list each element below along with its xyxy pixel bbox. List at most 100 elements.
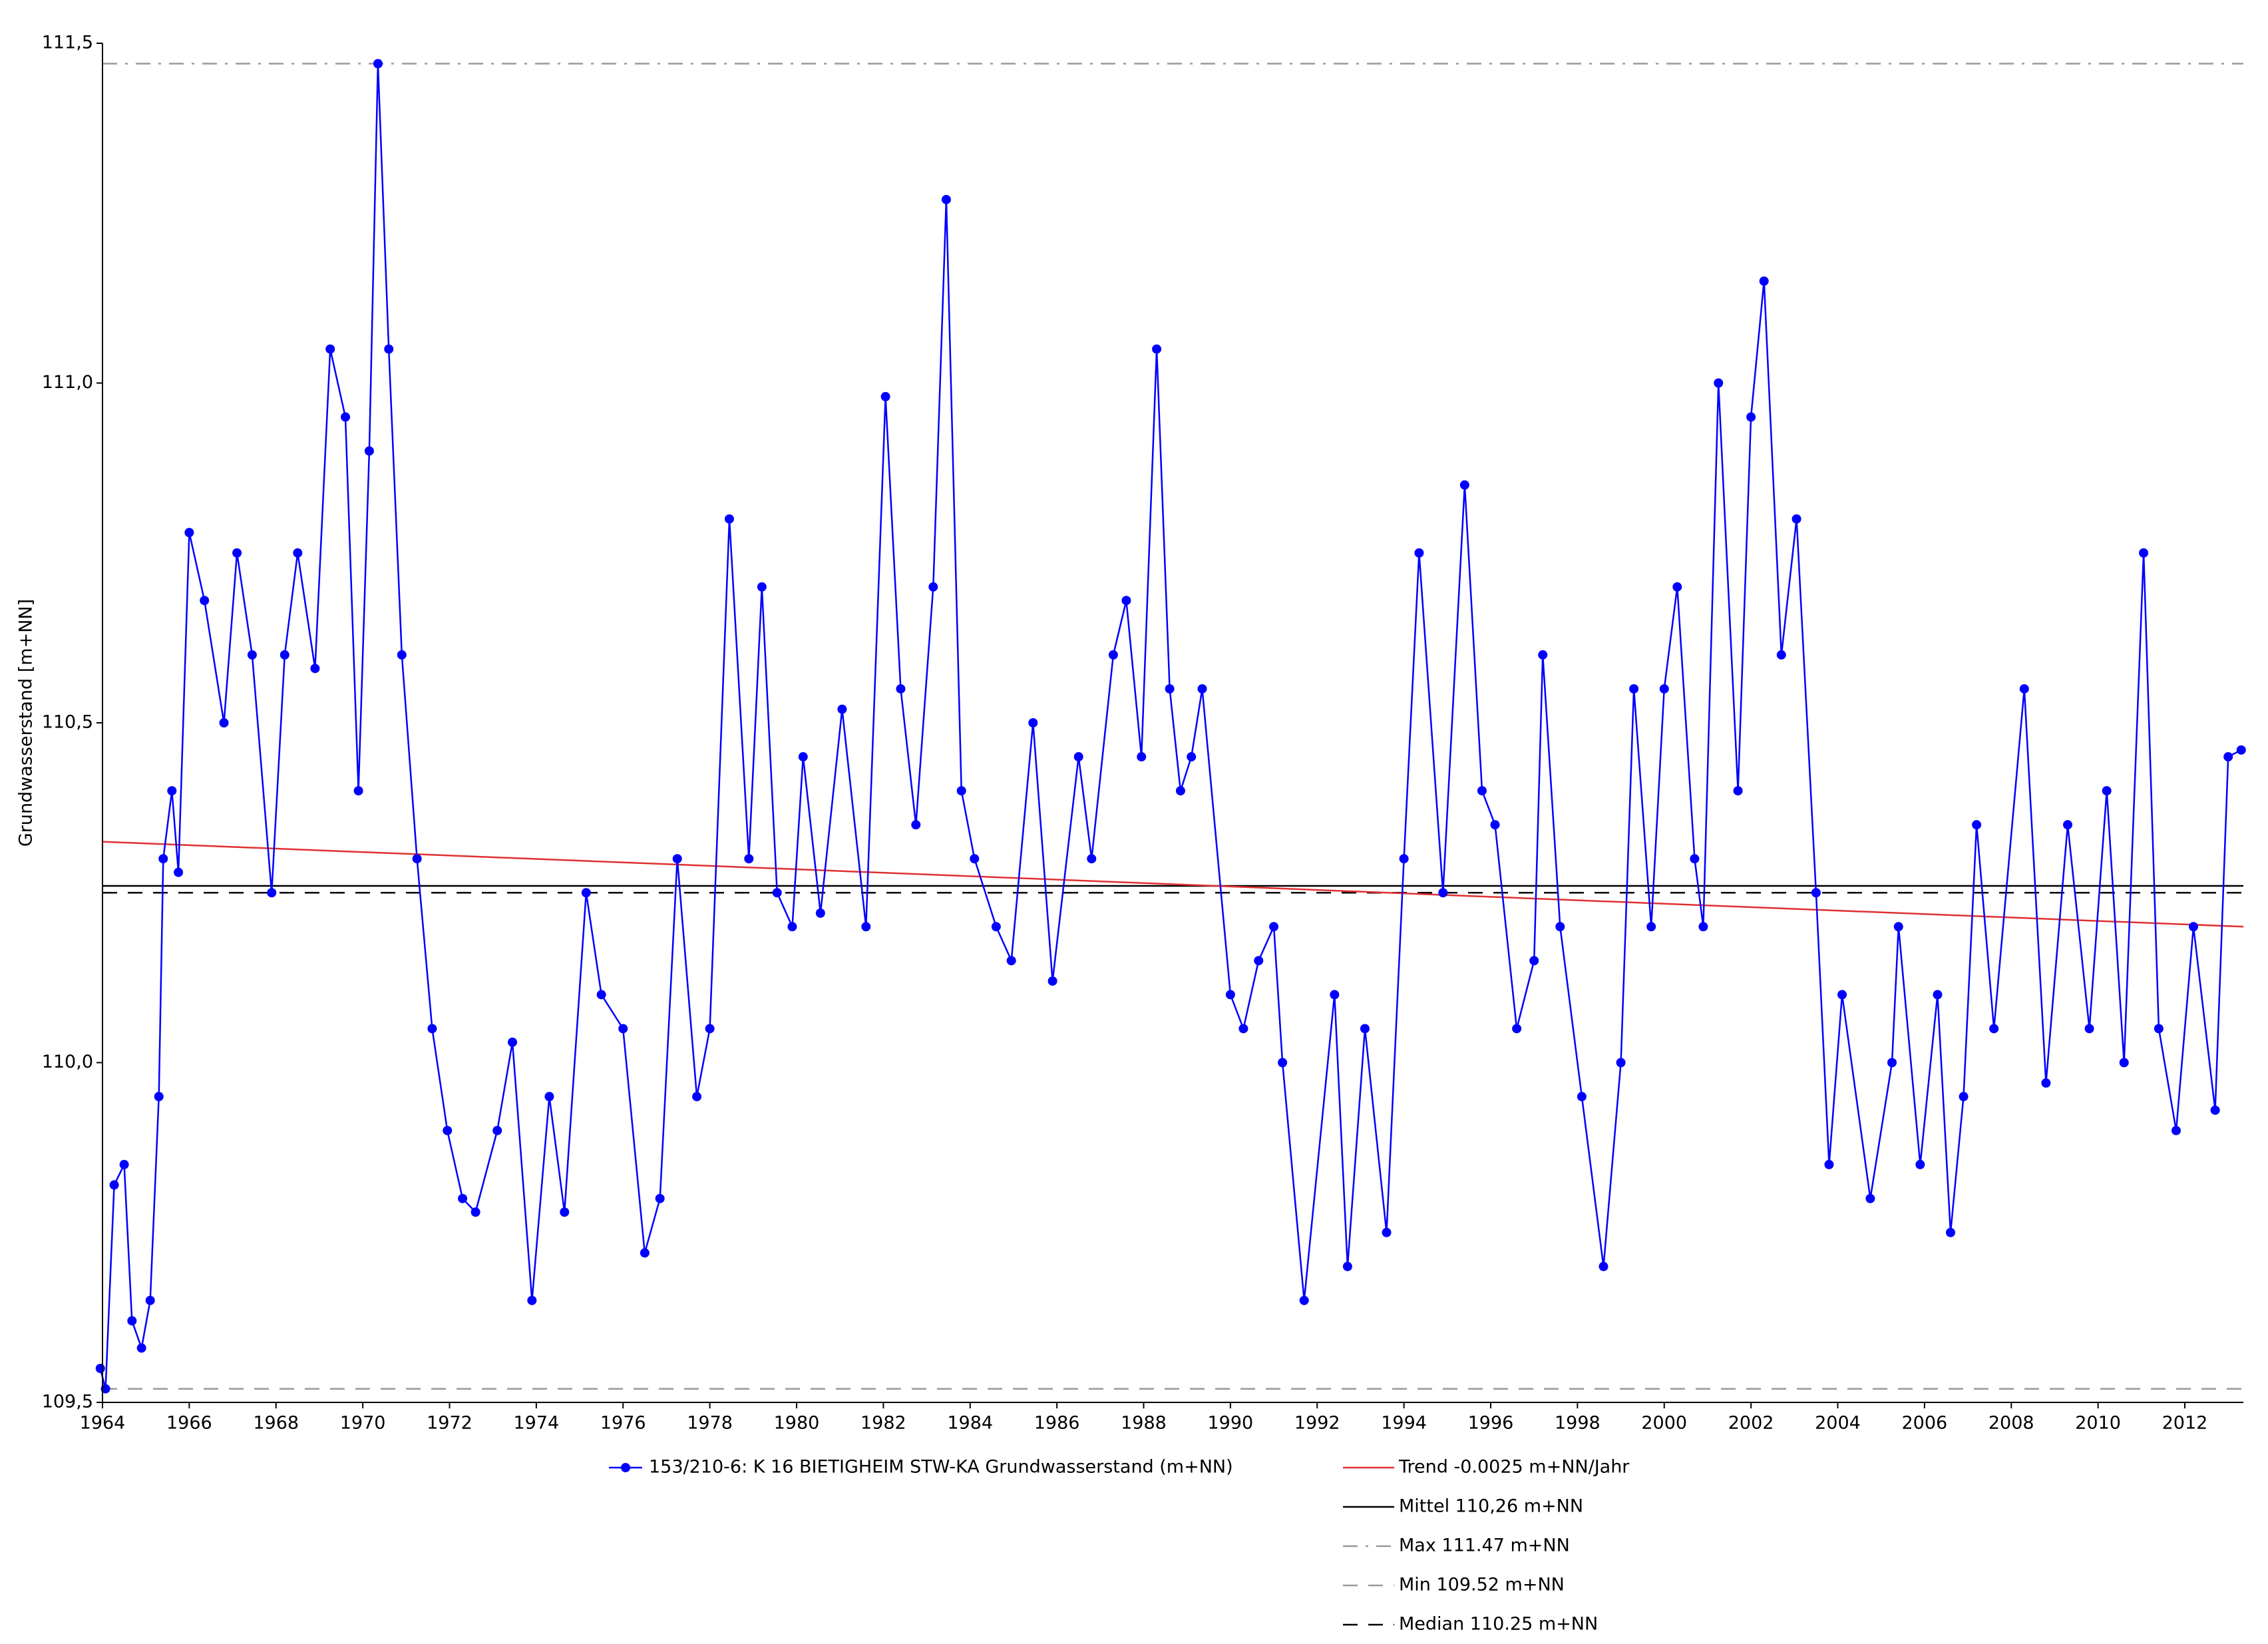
data-point bbox=[1690, 854, 1700, 864]
data-point bbox=[2171, 1126, 2181, 1135]
data-point bbox=[1414, 548, 1424, 558]
x-tick-label: 2008 bbox=[1988, 1413, 2034, 1434]
data-point bbox=[1746, 412, 1756, 422]
data-point bbox=[956, 786, 966, 796]
data-point bbox=[1837, 990, 1847, 1000]
x-tick-label: 1984 bbox=[947, 1413, 993, 1434]
data-point bbox=[1438, 888, 1448, 898]
data-point bbox=[744, 854, 754, 864]
data-point bbox=[167, 786, 177, 796]
data-point bbox=[2223, 752, 2233, 762]
data-point bbox=[1659, 684, 1669, 694]
x-tick-label: 2004 bbox=[1815, 1413, 1861, 1434]
data-point bbox=[1972, 820, 1982, 830]
y-tick-label: 109,5 bbox=[42, 1392, 93, 1412]
data-point bbox=[1599, 1261, 1608, 1271]
data-point bbox=[1459, 480, 1469, 490]
data-point bbox=[1811, 888, 1821, 898]
y-tick-label: 110,0 bbox=[42, 1052, 93, 1072]
data-point bbox=[174, 867, 184, 877]
y-tick-label: 110,5 bbox=[42, 712, 93, 733]
data-point bbox=[341, 412, 351, 422]
data-point bbox=[692, 1092, 702, 1102]
data-point bbox=[837, 704, 847, 714]
data-point bbox=[1360, 1024, 1370, 1034]
data-point bbox=[618, 1024, 628, 1034]
x-tick-label: 1968 bbox=[253, 1413, 299, 1434]
data-point bbox=[1490, 820, 1500, 830]
data-point bbox=[1254, 956, 1264, 966]
data-point bbox=[2062, 820, 2072, 830]
data-point bbox=[724, 514, 734, 524]
x-tick-label: 1970 bbox=[340, 1413, 386, 1434]
data-point bbox=[1714, 378, 1724, 388]
data-point bbox=[1959, 1092, 1969, 1102]
data-point bbox=[1672, 582, 1682, 592]
data-point bbox=[544, 1092, 554, 1102]
data-point bbox=[2019, 684, 2029, 694]
x-tick-label: 1982 bbox=[860, 1413, 906, 1434]
data-point bbox=[1299, 1295, 1309, 1305]
data-point bbox=[970, 854, 980, 864]
data-point bbox=[1399, 854, 1409, 864]
data-point bbox=[109, 1180, 119, 1190]
data-point bbox=[219, 718, 229, 727]
data-point bbox=[1792, 514, 1801, 524]
data-point bbox=[1108, 650, 1118, 660]
x-tick-label: 1992 bbox=[1294, 1413, 1340, 1434]
data-point bbox=[1238, 1024, 1248, 1034]
data-point bbox=[1152, 344, 1162, 354]
data-point bbox=[100, 1384, 110, 1394]
x-tick-label: 2006 bbox=[1902, 1413, 1948, 1434]
x-tick-label: 1994 bbox=[1381, 1413, 1427, 1434]
x-tick-label: 1966 bbox=[166, 1413, 212, 1434]
data-point bbox=[1087, 854, 1097, 864]
x-tick-label: 1964 bbox=[80, 1413, 126, 1434]
data-point bbox=[672, 854, 682, 864]
data-point bbox=[787, 922, 797, 932]
x-tick-label: 1978 bbox=[687, 1413, 733, 1434]
legend-label: Mittel 110,26 m+NN bbox=[1399, 1496, 1583, 1517]
data-point bbox=[1006, 956, 1016, 966]
data-point bbox=[200, 596, 210, 606]
data-point bbox=[1477, 786, 1487, 796]
data-point bbox=[136, 1343, 146, 1353]
data-point bbox=[1865, 1193, 1875, 1203]
data-point bbox=[373, 59, 383, 69]
x-tick-label: 2000 bbox=[1641, 1413, 1687, 1434]
data-point bbox=[184, 528, 194, 538]
x-tick-label: 1986 bbox=[1034, 1413, 1080, 1434]
x-tick-label: 1972 bbox=[427, 1413, 472, 1434]
data-point bbox=[991, 922, 1001, 932]
data-point bbox=[640, 1248, 650, 1258]
data-point bbox=[560, 1207, 570, 1217]
data-point bbox=[1989, 1024, 1999, 1034]
data-point bbox=[798, 752, 808, 762]
data-point bbox=[1776, 650, 1786, 660]
data-point bbox=[1646, 922, 1656, 932]
data-point bbox=[1698, 922, 1708, 932]
data-point bbox=[941, 194, 951, 204]
data-point bbox=[1028, 718, 1038, 727]
data-point bbox=[1047, 976, 1057, 986]
x-tick-label: 1990 bbox=[1208, 1413, 1254, 1434]
data-point bbox=[293, 548, 303, 558]
data-point bbox=[1382, 1227, 1392, 1237]
data-point bbox=[896, 684, 906, 694]
data-point bbox=[1165, 684, 1175, 694]
data-point bbox=[247, 650, 257, 660]
data-point bbox=[655, 1193, 665, 1203]
data-point bbox=[911, 820, 921, 830]
x-tick-label: 1988 bbox=[1121, 1413, 1167, 1434]
data-point bbox=[1187, 752, 1197, 762]
data-point bbox=[1555, 922, 1565, 932]
y-axis-label: Grundwasserstand [m+NN] bbox=[16, 599, 37, 847]
data-point bbox=[880, 391, 890, 401]
data-point bbox=[1330, 990, 1340, 1000]
legend-label: 153/210-6: K 16 BIETIGHEIM STW-KA Grundw… bbox=[649, 1457, 1233, 1478]
data-point bbox=[757, 582, 767, 592]
data-point bbox=[772, 888, 782, 898]
data-point bbox=[928, 582, 938, 592]
data-point bbox=[492, 1126, 502, 1135]
